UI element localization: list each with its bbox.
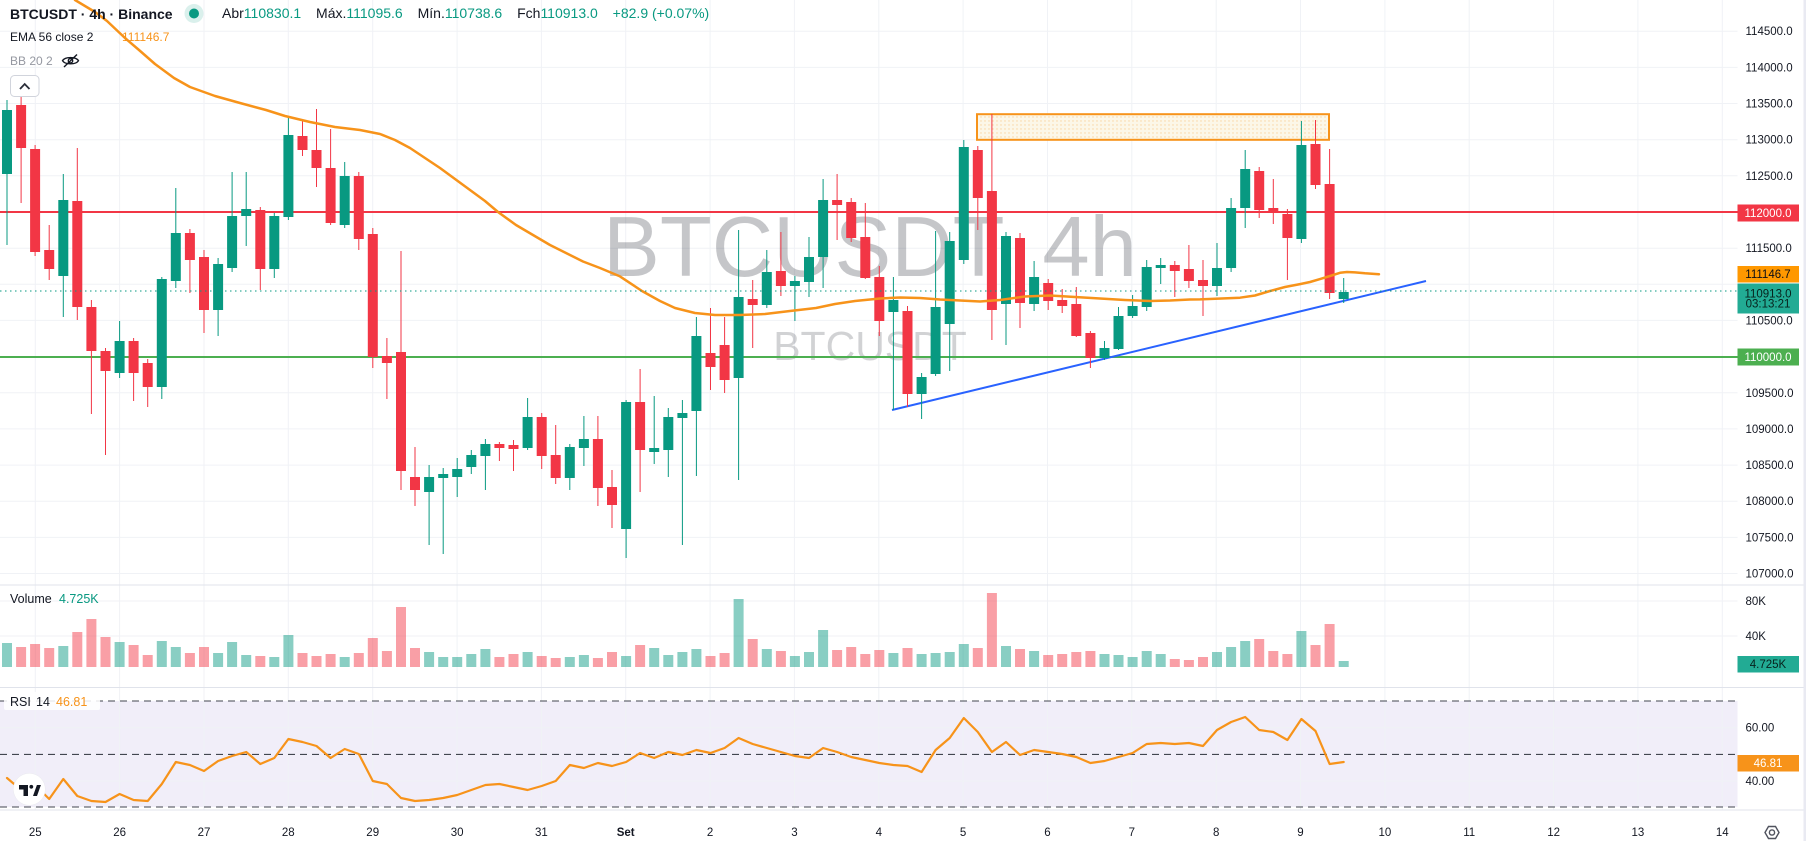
svg-text:3: 3	[791, 827, 797, 839]
svg-text:4: 4	[876, 827, 883, 839]
svg-text:28: 28	[282, 827, 295, 839]
svg-text:108000.0: 108000.0	[1746, 496, 1794, 508]
svg-text:Abr110830.1 Máx.111095.6 Mín.1: Abr110830.1 Máx.111095.6 Mín.110738.6 Fc…	[222, 5, 709, 21]
svg-text:EMA 56 close 2: EMA 56 close 2	[10, 30, 94, 44]
svg-text:46.81: 46.81	[56, 695, 87, 709]
svg-text:40.00: 40.00	[1746, 776, 1775, 788]
svg-text:40K: 40K	[1746, 631, 1767, 643]
svg-text:112500.0: 112500.0	[1746, 171, 1793, 183]
svg-text:4.725K: 4.725K	[1750, 659, 1787, 671]
svg-text:RSI: RSI	[10, 695, 31, 709]
svg-text:BB 20 2: BB 20 2	[10, 54, 53, 68]
svg-text:03:13:21: 03:13:21	[1746, 299, 1791, 311]
svg-text:114000.0: 114000.0	[1746, 62, 1793, 74]
svg-text:9: 9	[1297, 827, 1303, 839]
svg-text:13: 13	[1632, 827, 1645, 839]
svg-text:7: 7	[1129, 827, 1135, 839]
svg-text:110500.0: 110500.0	[1746, 315, 1793, 327]
svg-text:4.725K: 4.725K	[59, 592, 99, 606]
svg-text:2: 2	[707, 827, 713, 839]
svg-text:26: 26	[113, 827, 126, 839]
svg-text:109500.0: 109500.0	[1746, 388, 1794, 400]
svg-text:11: 11	[1463, 827, 1475, 839]
svg-text:46.81: 46.81	[1754, 758, 1783, 770]
svg-text:60.00: 60.00	[1746, 723, 1775, 735]
svg-text:112000.0: 112000.0	[1744, 208, 1791, 220]
svg-text:12: 12	[1547, 827, 1560, 839]
svg-text:80K: 80K	[1746, 596, 1767, 608]
svg-text:107000.0: 107000.0	[1746, 569, 1794, 581]
svg-text:6: 6	[1044, 827, 1050, 839]
svg-text:14: 14	[1716, 827, 1729, 839]
svg-text:110000.0: 110000.0	[1744, 352, 1791, 364]
svg-text:113000.0: 113000.0	[1746, 135, 1793, 147]
svg-text:14: 14	[36, 695, 50, 709]
svg-text:111146.7: 111146.7	[122, 30, 170, 44]
svg-text:Volume: Volume	[10, 592, 52, 606]
svg-text:109000.0: 109000.0	[1746, 424, 1794, 436]
svg-text:10: 10	[1379, 827, 1392, 839]
svg-text:29: 29	[366, 827, 379, 839]
svg-text:25: 25	[29, 827, 42, 839]
svg-text:111146.7: 111146.7	[1745, 269, 1790, 281]
svg-text:27: 27	[198, 827, 211, 839]
svg-text:8: 8	[1213, 827, 1219, 839]
svg-text:114500.0: 114500.0	[1746, 26, 1793, 38]
svg-text:107500.0: 107500.0	[1746, 532, 1794, 544]
svg-text:113500.0: 113500.0	[1746, 99, 1793, 111]
svg-text:30: 30	[451, 827, 464, 839]
svg-text:5: 5	[960, 827, 966, 839]
svg-text:BTCUSDT · 4h · Binance: BTCUSDT · 4h · Binance	[10, 6, 173, 22]
svg-text:108500.0: 108500.0	[1746, 460, 1794, 472]
svg-text:111500.0: 111500.0	[1746, 243, 1792, 255]
svg-text:31: 31	[535, 827, 548, 839]
svg-text:Set: Set	[617, 827, 635, 839]
